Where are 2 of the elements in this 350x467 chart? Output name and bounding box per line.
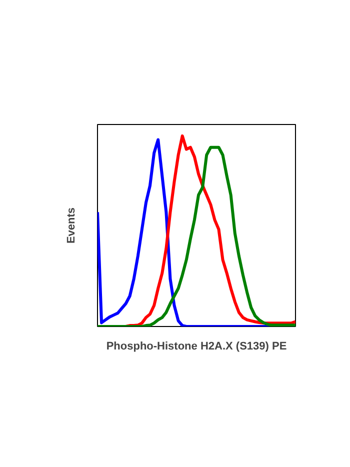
- x-axis-title: Phospho-Histone H2A.X (S139) PE: [106, 340, 287, 352]
- y-axis-title: Events: [66, 207, 78, 244]
